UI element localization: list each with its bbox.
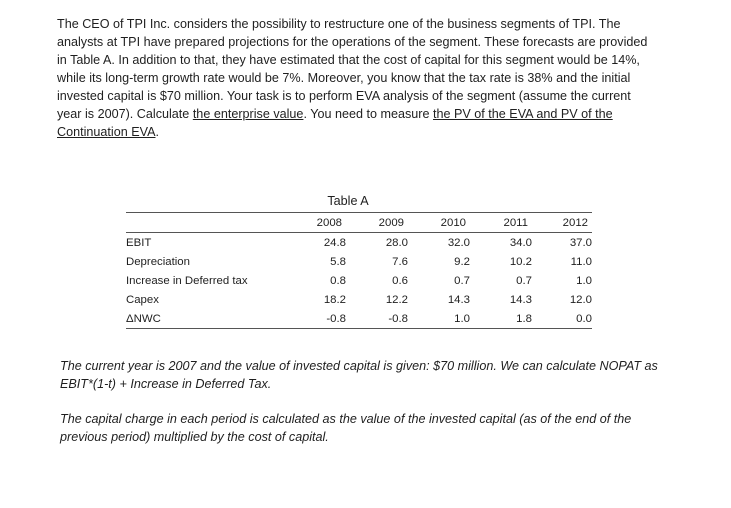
table-cell: 28.0	[385, 236, 408, 249]
table-cell: 32.0	[447, 236, 470, 249]
year-header: 2008	[292, 212, 346, 233]
table-title: Table A	[327, 194, 369, 208]
year-header: 2009	[346, 212, 408, 233]
row-label: Capex	[126, 293, 159, 306]
year-header: 2012	[532, 212, 592, 233]
table-row: ΔNWC -0.8 -0.8 1.0 1.8 0.0	[126, 309, 592, 329]
problem-text-1: The CEO of TPI Inc. considers the possib…	[57, 17, 648, 121]
enterprise-value-underlined: the enterprise value	[192, 107, 304, 121]
table-cell: -0.8	[346, 309, 408, 329]
table-cell: 0.0	[532, 309, 592, 329]
table-cell: 34.0	[509, 236, 532, 249]
table-row: Capex 18.2 12.2 14.3 14.3 12.0	[126, 290, 592, 309]
note-capital-charge: The capital charge in each period is cal…	[60, 412, 632, 444]
year-header: 2011	[470, 212, 532, 233]
table-cell: 0.7	[516, 274, 532, 287]
table-cell: 1.8	[470, 309, 532, 329]
problem-statement: The CEO of TPI Inc. considers the possib…	[57, 15, 657, 141]
table-cell: 1.0	[576, 274, 592, 287]
table-cell: 11.0	[570, 255, 592, 268]
table-row: Depreciation 5.8 7.6 9.2 10.2 11.0	[126, 252, 592, 271]
row-label: Depreciation	[126, 255, 190, 268]
pv-eva-underlined: the PV of the EVA and PV of the Continua…	[57, 107, 613, 139]
table-cell: 7.6	[392, 255, 408, 268]
note-nopat: The current year is 2007 and the value o…	[60, 359, 658, 391]
row-label: ΔNWC	[126, 309, 292, 329]
table-a: 2008 2009 2010 2011 2012 EBIT 24.8 28.0 …	[126, 212, 592, 329]
problem-text-3: .	[155, 125, 159, 139]
table-cell: 5.8	[330, 255, 346, 268]
table-cell: 14.3	[447, 293, 470, 306]
table-row: Increase in Deferred tax 0.8 0.6 0.7 0.7…	[126, 271, 592, 290]
row-label: Increase in Deferred tax	[126, 274, 248, 287]
table-cell: 12.2	[385, 293, 408, 306]
table-cell: 14.3	[509, 293, 532, 306]
problem-text-2: . You need to measure	[303, 107, 433, 121]
table-cell: 18.2	[323, 293, 346, 306]
table-header-row: 2008 2009 2010 2011 2012	[126, 212, 592, 233]
table-header-blank	[126, 212, 292, 233]
table-cell: 12.0	[569, 293, 592, 306]
table-cell: 10.2	[509, 255, 532, 268]
year-header: 2010	[408, 212, 470, 233]
table-cell: 37.0	[569, 236, 592, 249]
row-label: EBIT	[126, 236, 152, 249]
table-cell: 1.0	[408, 309, 470, 329]
table-cell: 0.7	[454, 274, 470, 287]
table-row: EBIT 24.8 28.0 32.0 34.0 37.0	[126, 233, 592, 253]
table-cell: 9.2	[454, 255, 470, 268]
table-cell: -0.8	[292, 309, 346, 329]
table-cell: 0.8	[330, 274, 346, 287]
table-cell: 0.6	[392, 274, 408, 287]
table-cell: 24.8	[323, 236, 346, 249]
